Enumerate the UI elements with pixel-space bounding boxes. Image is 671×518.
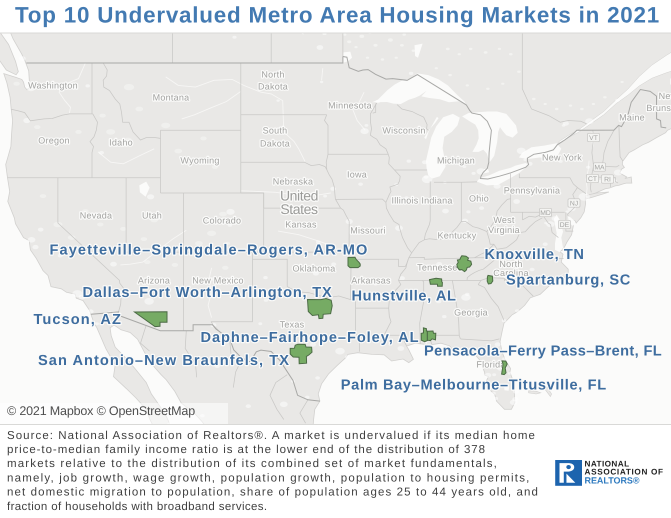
svg-text:Daphne–Fairhope–Foley, AL: Daphne–Fairhope–Foley, AL	[201, 330, 420, 346]
svg-text:Oregon: Oregon	[38, 135, 70, 145]
svg-text:Montana: Montana	[153, 92, 190, 102]
svg-text:Illinois: Illinois	[391, 195, 418, 205]
svg-text:RI: RI	[604, 177, 611, 184]
svg-text:Top 10 Undervalued Metro Area: Top 10 Undervalued Metro Area Housing Ma…	[15, 2, 660, 27]
svg-text:States: States	[280, 201, 318, 217]
svg-text:Virginia: Virginia	[488, 225, 520, 235]
svg-text:Georgia: Georgia	[454, 307, 488, 317]
svg-text:North: North	[499, 259, 522, 269]
svg-text:Michigan: Michigan	[437, 155, 475, 165]
svg-text:© 2021 Mapbox © OpenStreetMap: © 2021 Mapbox © OpenStreetMap	[7, 404, 195, 418]
svg-text:New York: New York	[542, 152, 582, 162]
svg-text:Utah: Utah	[142, 210, 162, 220]
svg-text:Pennsylvania: Pennsylvania	[504, 185, 561, 195]
svg-text:Brunswick: Brunswick	[646, 103, 671, 113]
svg-text:Palm Bay–Melbourne–Titusville,: Palm Bay–Melbourne–Titusville, FL	[341, 377, 607, 393]
svg-text:Spartanburg, SC: Spartanburg, SC	[506, 272, 631, 288]
svg-text:namely, job growth, wage growt: namely, job growth, wage growth, populat…	[7, 472, 531, 484]
svg-text:Wisconsin: Wisconsin	[382, 125, 425, 135]
svg-text:Fayetteville–Springdale–Rogers: Fayetteville–Springdale–Rogers, AR-MO	[50, 242, 369, 258]
svg-text:Kentucky: Kentucky	[437, 230, 476, 240]
svg-text:net domestic migration to popu: net domestic migration to population, sh…	[7, 487, 539, 499]
svg-text:VT: VT	[589, 135, 598, 142]
svg-text:Dakota: Dakota	[258, 81, 288, 91]
svg-text:Tennessee: Tennessee	[417, 262, 463, 272]
svg-text:Ohio: Ohio	[469, 193, 489, 203]
svg-text:ASSOCIATION OF: ASSOCIATION OF	[585, 468, 664, 477]
svg-text:price-to-median family income: price-to-median family income ratio is a…	[7, 444, 486, 456]
svg-text:MA: MA	[594, 165, 605, 172]
svg-text:Colorado: Colorado	[203, 215, 242, 225]
svg-text:San Antonio–New Braunfels, TX: San Antonio–New Braunfels, TX	[38, 353, 290, 369]
svg-text:South: South	[263, 125, 288, 135]
svg-text:NATIONAL: NATIONAL	[585, 459, 630, 468]
svg-text:Maine: Maine	[619, 112, 645, 122]
svg-text:Oklahoma: Oklahoma	[292, 263, 335, 273]
svg-text:New: New	[659, 91, 671, 101]
svg-text:Arizona: Arizona	[138, 275, 170, 285]
svg-text:Dallas–Fort Worth–Arlington, T: Dallas–Fort Worth–Arlington, TX	[83, 285, 333, 301]
svg-text:Source: National Association o: Source: National Association of Realtors…	[7, 430, 536, 442]
svg-text:REALTORS®: REALTORS®	[585, 475, 640, 485]
svg-text:North: North	[261, 69, 284, 79]
svg-text:Minnesota: Minnesota	[328, 100, 372, 110]
svg-text:Iowa: Iowa	[347, 169, 367, 179]
svg-text:Arkansas: Arkansas	[351, 275, 391, 285]
svg-text:MD: MD	[540, 210, 551, 217]
svg-text:Kansas: Kansas	[285, 219, 317, 229]
svg-text:New Mexico: New Mexico	[192, 275, 244, 285]
svg-text:Florida: Florida	[476, 359, 505, 369]
svg-text:CT: CT	[588, 176, 597, 183]
svg-text:Pensacola–Ferry Pass–Brent, FL: Pensacola–Ferry Pass–Brent, FL	[424, 344, 662, 360]
svg-text:Texas: Texas	[280, 319, 305, 329]
svg-text:markets relative to the distri: markets relative to the distribution of …	[7, 458, 498, 470]
svg-text:Hunstville, AL: Hunstville, AL	[352, 289, 457, 305]
svg-text:Tucson, AZ: Tucson, AZ	[34, 312, 123, 328]
svg-text:Idaho: Idaho	[109, 137, 133, 147]
svg-text:Nevada: Nevada	[80, 210, 113, 220]
svg-text:Carolina: Carolina	[493, 268, 529, 278]
svg-text:Knoxville, TN: Knoxville, TN	[485, 247, 585, 263]
svg-text:Washington: Washington	[28, 80, 78, 90]
svg-text:Indiana: Indiana	[421, 195, 452, 205]
svg-text:Dakota: Dakota	[260, 138, 290, 148]
svg-text:West: West	[493, 215, 515, 225]
svg-text:Nebraska: Nebraska	[273, 176, 314, 186]
svg-text:fraction of households with br: fraction of households with broadband se…	[7, 501, 268, 513]
svg-text:Wyoming: Wyoming	[180, 155, 219, 165]
svg-text:NJ: NJ	[570, 201, 578, 208]
svg-text:United: United	[280, 187, 318, 203]
svg-text:Missouri: Missouri	[350, 225, 386, 235]
svg-text:DE: DE	[560, 222, 570, 229]
